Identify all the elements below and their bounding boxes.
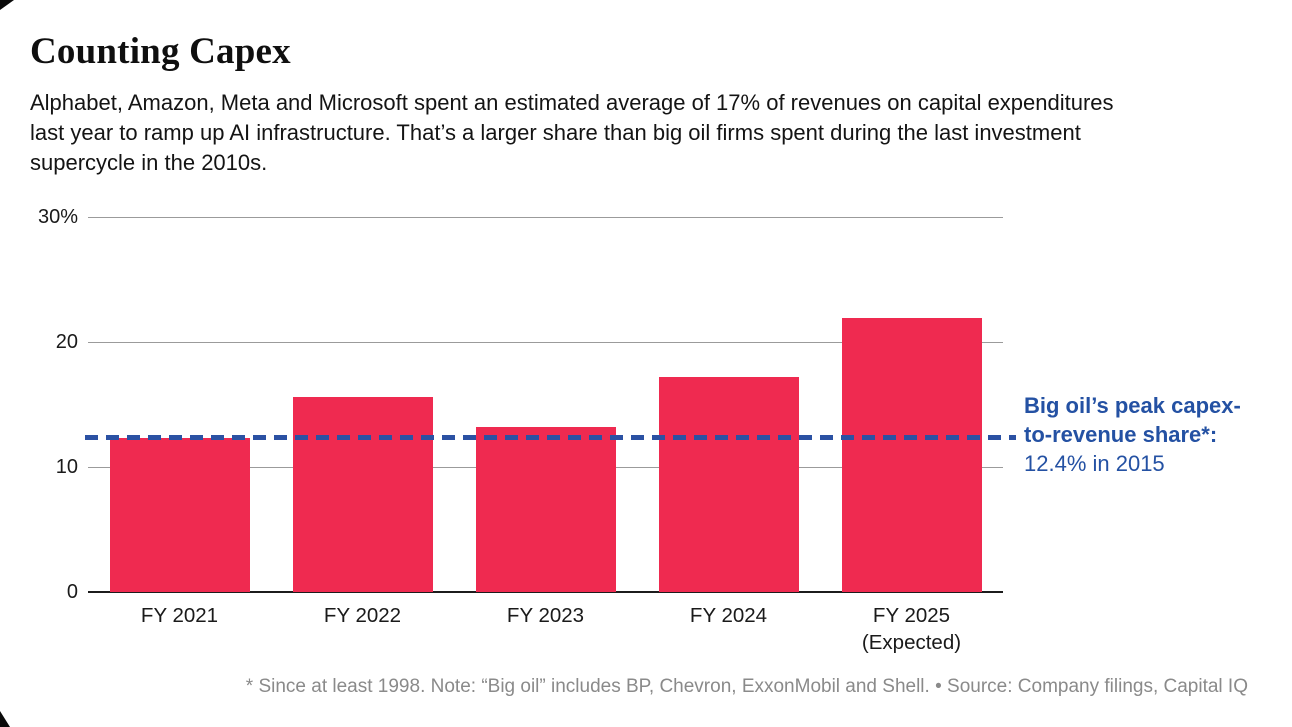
subtitle-line: last year to ramp up AI infrastructure. … bbox=[30, 120, 1081, 145]
gridline-30 bbox=[88, 216, 1003, 218]
chart-title: Counting Capex bbox=[30, 31, 291, 72]
reference-dashed-line bbox=[85, 434, 1016, 440]
page-curl-artifact-bottom bbox=[0, 711, 10, 727]
page-curl-artifact-top bbox=[0, 0, 14, 10]
source-footnote: * Since at least 1998. Note: “Big oil” i… bbox=[245, 676, 1248, 697]
bar-fy-2024 bbox=[658, 377, 799, 592]
y-axis-label-30: 30% bbox=[37, 206, 78, 228]
y-axis-label-20: 20 bbox=[55, 331, 78, 353]
gridline-20 bbox=[88, 341, 1003, 343]
subtitle-line: supercycle in the 2010s. bbox=[30, 150, 268, 175]
bar-fy-2022 bbox=[292, 397, 433, 592]
x-axis-label-fy-2023: FY 2023 bbox=[506, 604, 585, 627]
reference-line-annotation: Big oil’s peak capex- to-revenue share*:… bbox=[1024, 391, 1280, 478]
x-axis-label-fy-2025: FY 2025 (Expected) bbox=[861, 604, 962, 654]
y-axis-label-10: 10 bbox=[55, 456, 78, 478]
annotation-line: Big oil’s peak capex- bbox=[1024, 393, 1241, 418]
x-axis-label-fy-2024: FY 2024 bbox=[689, 604, 768, 627]
subtitle-line: Alphabet, Amazon, Meta and Microsoft spe… bbox=[30, 90, 1114, 115]
bar-fy-2021 bbox=[109, 438, 250, 592]
gridline-0 bbox=[88, 591, 1003, 593]
annotation-line: 12.4% in 2015 bbox=[1024, 451, 1165, 476]
bar-fy-2023 bbox=[475, 427, 616, 592]
x-axis-label-fy-2022: FY 2022 bbox=[323, 604, 402, 627]
y-axis-label-0: 0 bbox=[66, 581, 78, 603]
chart-subtitle: Alphabet, Amazon, Meta and Microsoft spe… bbox=[30, 88, 1270, 178]
bar-fy-2025 bbox=[841, 318, 982, 592]
x-axis-label-fy-2021: FY 2021 bbox=[140, 604, 219, 627]
annotation-line: to-revenue share*: bbox=[1024, 422, 1218, 447]
